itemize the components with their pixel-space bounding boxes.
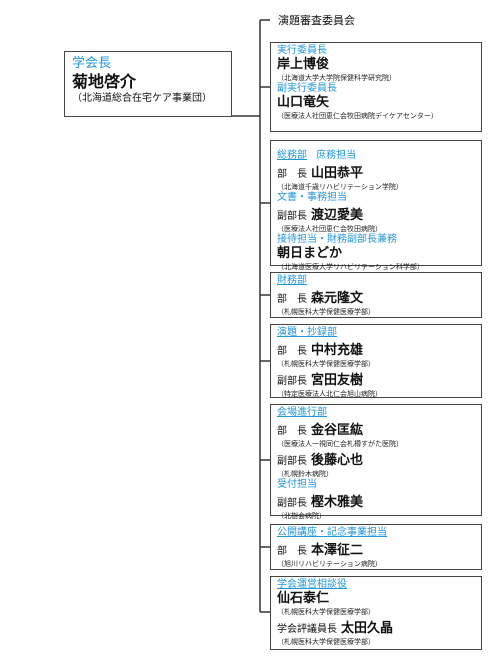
venue-deputy-name: 後藤心也 <box>311 453 364 468</box>
finance-box: 財務部 部 長森元隆文 （札幌医科大学保健医療学部） <box>270 272 482 318</box>
vice-exec-affiliation: （医療法人社団恵仁会牧田病院デイケアセンター） <box>277 112 438 120</box>
general-title: 総務部 <box>277 150 307 161</box>
leader-title: 学会長 <box>72 56 112 71</box>
finance-head-role: 部 長 <box>277 294 307 305</box>
abstract-deputy-name: 宮田友樹 <box>311 373 364 388</box>
venue-head-name: 金谷匡紘 <box>311 423 364 438</box>
exec-title: 実行委員長 <box>277 45 327 56</box>
advisor-affiliation: （札幌医科大学保健医療学部） <box>277 608 375 616</box>
abstract-head-role: 部 長 <box>277 346 307 357</box>
general-reception-name: 朝日まどか <box>277 246 343 261</box>
lecture-head-affiliation: （旭川リハビリテーション病院） <box>277 560 382 568</box>
abstract-head-affiliation: （札幌医科大学保健医療学部） <box>277 360 375 368</box>
finance-head-name: 森元隆文 <box>311 291 364 306</box>
general-head-role: 部 長 <box>277 169 307 180</box>
general-doc-title: 文書・事務担当 <box>277 192 347 203</box>
exec-box: 実行委員長 岸上博俊 （北海道大学大学院保健科学研究院） 副実行委員長 山口竜矢… <box>270 42 482 132</box>
venue-box: 会場進行部 部 長金谷匡紘 （医療法人一視同仁会札樽すがた医院） 副部長 後藤心也… <box>270 404 482 520</box>
advisor-title: 学会運営相談役 <box>277 579 347 590</box>
eval-name: 太田久晶 <box>341 621 394 636</box>
general-reception-title: 接待担当・財務副部長兼務 <box>277 234 397 245</box>
leader-affiliation: （北海道総合在宅ケア事業団） <box>72 93 212 104</box>
vice-exec-title: 副実行委員長 <box>277 83 337 94</box>
advisor-name: 仙石泰仁 <box>277 591 330 606</box>
vice-exec-name: 山口竜矢 <box>277 95 330 110</box>
venue-head-affiliation: （医療法人一視同仁会札樽すがた医院） <box>277 440 403 448</box>
lecture-head-role: 部 長 <box>277 546 307 557</box>
venue-head-role: 部 長 <box>277 426 307 437</box>
finance-title: 財務部 <box>277 275 307 286</box>
eval-affiliation: （札幌医科大学保健医療学部） <box>277 638 375 646</box>
abstract-title: 演題・抄録部 <box>277 327 337 338</box>
venue-reception-title: 受付担当 <box>277 479 317 490</box>
exec-name: 岸上博俊 <box>277 57 330 72</box>
committee-header: 演題審査委員会 <box>278 14 355 27</box>
general-deputy-name: 渡辺愛美 <box>311 208 364 223</box>
general-head-name: 山田恭平 <box>311 166 364 181</box>
general-deputy-affiliation: （医療法人社団恵仁会牧田病院） <box>277 225 382 233</box>
venue-reception-affiliation: （北樹会病院） <box>277 512 326 520</box>
general-subtitle: 庶務担当 <box>316 150 357 161</box>
venue-reception-role: 副部長 <box>277 498 307 509</box>
finance-head-affiliation: （札幌医科大学保健医療学部） <box>277 308 375 316</box>
abstract-box: 演題・抄録部 部 長中村充雄 （札幌医科大学保健医療学部） 副部長 宮田友樹 （特… <box>270 324 482 398</box>
general-box: 総務部 庶務担当 部 長山田恭平 （北海道千歳リハビリテーション学院） 文書・事… <box>270 140 482 271</box>
abstract-head-name: 中村充雄 <box>311 343 364 358</box>
leader-name: 菊地啓介 <box>72 72 137 91</box>
venue-deputy-affiliation: （札幌鈴木病院） <box>277 470 333 478</box>
venue-title: 会場進行部 <box>277 407 327 418</box>
general-deputy-role: 副部長 <box>277 211 307 222</box>
venue-reception-name: 樫木雅美 <box>311 495 364 510</box>
abstract-deputy-role: 副部長 <box>277 376 307 387</box>
leader-box: 学会長 菊地啓介 （北海道総合在宅ケア事業団） <box>64 51 232 117</box>
lecture-title: 公開講座・記念事業担当 <box>277 527 387 538</box>
abstract-deputy-affiliation: （特定医療法人北仁会旭山病院） <box>277 390 382 398</box>
lecture-box: 公開講座・記念事業担当 部 長本澤征二 （旭川リハビリテーション病院） <box>270 524 482 570</box>
lecture-head-name: 本澤征二 <box>311 543 364 558</box>
eval-role: 学会評議員長 <box>277 624 337 635</box>
advisor-box: 学会運営相談役 仙石泰仁 （札幌医科大学保健医療学部） 学会評議員長 太田久晶 （… <box>270 576 482 650</box>
venue-deputy-role: 副部長 <box>277 456 307 467</box>
general-head-affiliation: （北海道千歳リハビリテーション学院） <box>277 183 403 191</box>
exec-affiliation: （北海道大学大学院保健科学研究院） <box>277 74 396 82</box>
general-reception-affiliation: （北海道医療大学リハビリテーション科学部） <box>277 263 424 271</box>
